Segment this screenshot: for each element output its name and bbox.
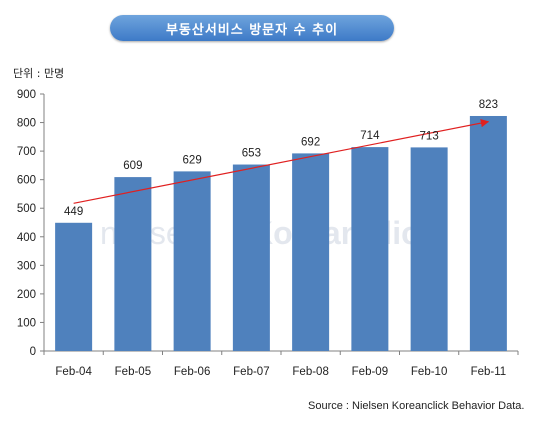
y-tick-label: 500 <box>17 203 36 215</box>
x-tick-label: Feb-11 <box>471 366 507 378</box>
y-tick-label: 200 <box>17 289 36 301</box>
y-tick-label: 600 <box>17 175 36 187</box>
data-labels: 449 609 629 653 692 714 713 823 <box>64 99 498 218</box>
x-tick-label: Feb-09 <box>352 366 388 378</box>
trendline <box>73 118 490 204</box>
data-label-Feb-10: 713 <box>420 130 439 142</box>
y-tick-label: 400 <box>17 232 36 244</box>
bars <box>55 115 507 351</box>
bar-Feb-09 <box>351 147 389 351</box>
bar-Feb-06 <box>173 171 211 351</box>
data-label-Feb-09: 714 <box>360 130 380 142</box>
x-tick-label: Feb-10 <box>411 366 447 378</box>
x-tick-label: Feb-04 <box>55 366 92 378</box>
data-label-Feb-06: 629 <box>183 154 202 166</box>
data-label-Feb-11: 823 <box>479 99 498 111</box>
bar-Feb-08 <box>292 153 330 351</box>
x-tick-label: Feb-05 <box>115 366 151 378</box>
bar-Feb-05 <box>114 177 152 351</box>
chart-title: 부동산서비스 방문자 수 추이 <box>110 15 394 41</box>
data-label-Feb-07: 653 <box>242 148 261 160</box>
watermark-koreanclick: KoreanClick <box>250 215 437 251</box>
y-tick-label: 900 <box>17 89 36 101</box>
y-tick-label: 800 <box>17 118 36 130</box>
bar-Feb-04 <box>55 222 93 351</box>
data-label-Feb-05: 609 <box>123 160 142 172</box>
bar-Feb-07 <box>232 164 270 351</box>
y-tick-label: 300 <box>17 260 36 272</box>
data-label-Feb-04: 449 <box>64 206 83 218</box>
y-tick-label: 700 <box>17 146 36 158</box>
trend-line <box>73 118 490 204</box>
bar-Feb-11 <box>469 115 507 351</box>
unit-label: 단위 : 만명 <box>13 67 65 80</box>
x-tick-label: Feb-07 <box>233 366 269 378</box>
bar-Feb-10 <box>410 147 448 351</box>
x-tick-label: Feb-06 <box>174 366 210 378</box>
y-tick-label: 0 <box>30 346 36 358</box>
data-label-Feb-08: 692 <box>301 136 320 148</box>
source-note: Source : Nielsen Koreanclick Behavior Da… <box>308 400 525 412</box>
x-tick-label: Feb-08 <box>292 366 328 378</box>
y-tick-label: 100 <box>17 317 36 329</box>
